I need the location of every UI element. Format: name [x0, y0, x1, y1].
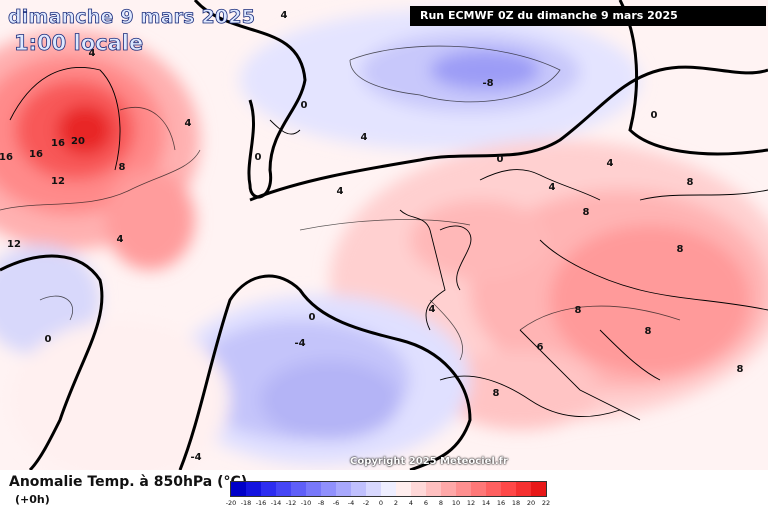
- scale-swatch: [426, 482, 441, 496]
- model-run-banner: Run ECMWF 0Z du dimanche 9 mars 2025: [410, 6, 766, 26]
- scale-swatch: [291, 482, 306, 496]
- scale-tick-label: 10: [451, 499, 461, 507]
- scale-tick-label: -12: [285, 499, 297, 507]
- scale-swatch: [381, 482, 396, 496]
- scale-swatch: [396, 482, 411, 496]
- scale-tick-label: -2: [362, 499, 370, 507]
- scale-tick-label: -20: [225, 499, 237, 507]
- legend-title: Anomalie Temp. à 850hPa (°C): [9, 474, 248, 490]
- forecast-date: dimanche 9 mars 2025: [8, 6, 256, 29]
- contour-lines: [0, 45, 681, 361]
- legend-footer: Anomalie Temp. à 850hPa (°C) (+0h) -20 -1…: [0, 470, 768, 512]
- contour-label: 0: [45, 334, 52, 345]
- contour-label: 0: [309, 312, 316, 323]
- anomaly-field: [0, 10, 768, 470]
- scale-tick-label: 8: [438, 499, 444, 507]
- contour-label: 0: [497, 154, 504, 165]
- contour-label: 0: [301, 100, 308, 111]
- scale-swatch: [441, 482, 456, 496]
- contour-label: 16: [0, 152, 13, 163]
- scale-tick-label: -6: [332, 499, 340, 507]
- contour-label: 8: [677, 244, 684, 255]
- contour-label: 4: [337, 186, 344, 197]
- contour-label: 8: [583, 207, 590, 218]
- scale-swatch: [321, 482, 336, 496]
- contour-label: 8: [119, 162, 126, 173]
- contour-label: 4: [429, 304, 436, 315]
- scale-tick-label: -18: [240, 499, 252, 507]
- contour-label: -4: [190, 452, 201, 463]
- contour-label: 4: [281, 10, 288, 21]
- contour-label: 8: [737, 364, 744, 375]
- scale-swatch: [516, 482, 531, 496]
- scale-swatch: [456, 482, 471, 496]
- scale-swatch: [411, 482, 426, 496]
- scale-swatch: [261, 482, 276, 496]
- contour-label: 6: [537, 342, 544, 353]
- contour-label: 16: [29, 149, 43, 160]
- scale-tick-label: -10: [300, 499, 312, 507]
- contour-label: 4: [607, 158, 614, 169]
- contour-label: 4: [185, 118, 192, 129]
- contour-label: 16: [51, 138, 65, 149]
- copyright-notice: Copyright 2025 Meteociel.fr: [350, 456, 508, 467]
- scale-swatch: [501, 482, 516, 496]
- contour-label: 4: [361, 132, 368, 143]
- scale-swatch: [246, 482, 261, 496]
- scale-tick-label: 20: [526, 499, 536, 507]
- scale-swatch: [366, 482, 381, 496]
- lead-time: (+0h): [15, 493, 50, 506]
- scale-swatch: [471, 482, 486, 496]
- contour-label: 20: [71, 136, 85, 147]
- scale-tick-label: 6: [423, 499, 429, 507]
- scale-swatch: [531, 482, 546, 496]
- contour-label: -4: [294, 338, 305, 349]
- contour-label: 12: [51, 176, 65, 187]
- scale-tick-label: 16: [496, 499, 506, 507]
- scale-tick-label: -4: [347, 499, 355, 507]
- color-scale: [230, 481, 547, 497]
- contour-label: 8: [575, 305, 582, 316]
- scale-tick-label: 22: [541, 499, 551, 507]
- scale-tick-label: 0: [378, 499, 384, 507]
- scale-tick-label: 18: [511, 499, 521, 507]
- contour-label: 8: [645, 326, 652, 337]
- contour-label: -8: [482, 78, 493, 89]
- local-time: 1:00 locale: [14, 31, 144, 56]
- scale-swatch: [231, 482, 246, 496]
- scale-swatch: [486, 482, 501, 496]
- contour-label: 4: [549, 182, 556, 193]
- zero-isolines: [0, 0, 768, 470]
- scale-swatch: [336, 482, 351, 496]
- contour-label: 0: [651, 110, 658, 121]
- scale-tick-label: 2: [393, 499, 399, 507]
- scale-tick-label: 14: [481, 499, 491, 507]
- contour-label: 8: [687, 177, 694, 188]
- contour-label: 4: [117, 234, 124, 245]
- contour-labels: -8 0 0 0 4 4 4 4 4 4 8 8 8 8 8 8 8 12 12…: [0, 10, 744, 463]
- scale-swatch: [276, 482, 291, 496]
- contour-label: 0: [255, 152, 262, 163]
- scale-tick-label: -14: [270, 499, 282, 507]
- color-scale-labels: -20 -18 -16 -14 -12 -10 -8 -6 -4 -2 0 2 4 6 8 10 12 14 16 1…: [226, 499, 565, 509]
- contour-label: 8: [493, 388, 500, 399]
- contour-label: 4: [89, 48, 96, 59]
- temperature-anomaly-map: -8 0 0 0 4 4 4 4 4 4 8 8 8 8 8 8 8 12 12…: [0, 0, 768, 470]
- contour-label: 12: [7, 239, 21, 250]
- coastlines: [9, 67, 768, 421]
- scale-tick-label: -16: [255, 499, 267, 507]
- scale-swatch: [351, 482, 366, 496]
- scale-tick-label: 4: [408, 499, 414, 507]
- scale-swatch: [306, 482, 321, 496]
- scale-tick-label: -8: [317, 499, 325, 507]
- scale-tick-label: 12: [466, 499, 476, 507]
